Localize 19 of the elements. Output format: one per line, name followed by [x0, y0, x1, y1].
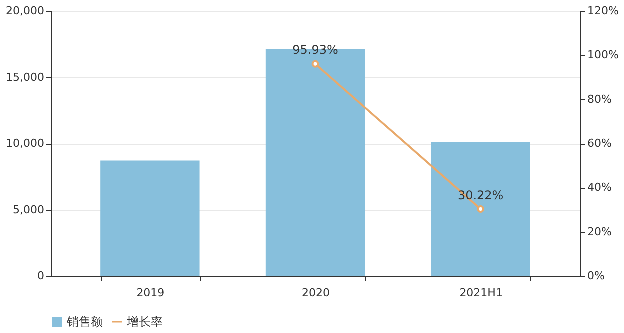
bar	[100, 160, 200, 276]
y-tick-label: 15,000	[6, 70, 44, 84]
y2-tick-label: 0%	[588, 270, 605, 282]
y2-tick-label: 60%	[588, 137, 612, 150]
legend-label: 增长率	[126, 315, 163, 329]
y2-tick-label: 20%	[588, 225, 612, 238]
y2-tick-label: 120%	[588, 4, 619, 18]
y-tick-label: 10,000	[6, 137, 44, 150]
legend-label: 销售额	[66, 315, 103, 329]
x-tick-label: 2020	[302, 286, 330, 300]
y-tick-label: 20,000	[6, 4, 44, 18]
x-tick-label: 2019	[136, 286, 165, 300]
bar	[431, 142, 530, 276]
y-tick-label: 5,000	[13, 203, 44, 216]
x-tick-label: 2021H1	[460, 286, 503, 300]
y2-tick-label: 100%	[588, 48, 619, 62]
y2-tick-label: 80%	[588, 92, 612, 106]
y2-tick-label: 40%	[588, 181, 612, 194]
y-tick-label: 0	[38, 270, 44, 282]
